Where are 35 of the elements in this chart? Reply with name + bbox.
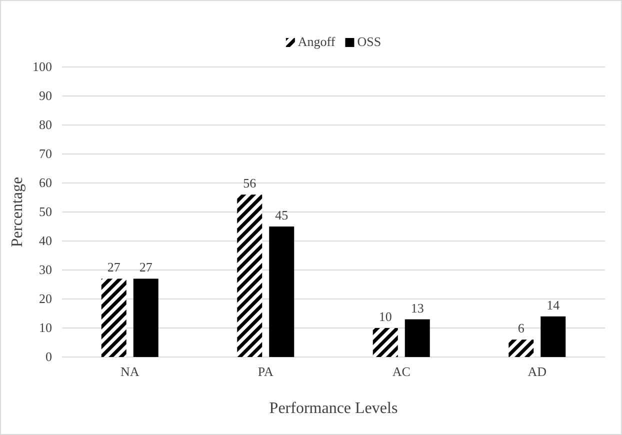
legend-label: OSS (357, 34, 382, 49)
y-tick-label: 70 (39, 146, 52, 162)
y-tick-label: 90 (39, 88, 52, 104)
data-label: 45 (275, 208, 288, 222)
legend-label: Angoff (298, 34, 336, 49)
y-axis-title: Percentage (9, 176, 26, 248)
x-axis-title: Performance Levels (269, 400, 398, 417)
data-label: 14 (546, 297, 560, 312)
bar (269, 226, 294, 357)
y-tick-label: 40 (39, 233, 52, 248)
y-tick-label: 10 (39, 320, 52, 336)
data-label: 27 (107, 260, 121, 275)
y-tick-label: 100 (32, 59, 52, 74)
data-label: 10 (378, 309, 392, 324)
x-tick-label: AD (528, 364, 547, 380)
bar (237, 194, 262, 357)
y-tick-label: 80 (39, 117, 52, 132)
x-tick-label: PA (258, 364, 274, 380)
bar (404, 319, 430, 357)
x-tick-label: AC (392, 364, 410, 380)
y-tick-label: 0 (46, 349, 52, 364)
bar (372, 328, 398, 357)
bar (540, 316, 566, 357)
bar (133, 278, 158, 357)
y-tick-label: 20 (39, 291, 52, 306)
bar (508, 340, 534, 357)
y-tick-label: 30 (39, 262, 52, 278)
data-label: 27 (139, 260, 153, 275)
bar (101, 278, 126, 357)
x-tick-label: NA (120, 364, 140, 380)
y-tick-label: 50 (39, 204, 52, 220)
data-label: 6 (518, 320, 525, 336)
data-label: 13 (410, 300, 424, 316)
y-tick-label: 60 (39, 175, 52, 190)
data-label: 56 (243, 176, 257, 191)
